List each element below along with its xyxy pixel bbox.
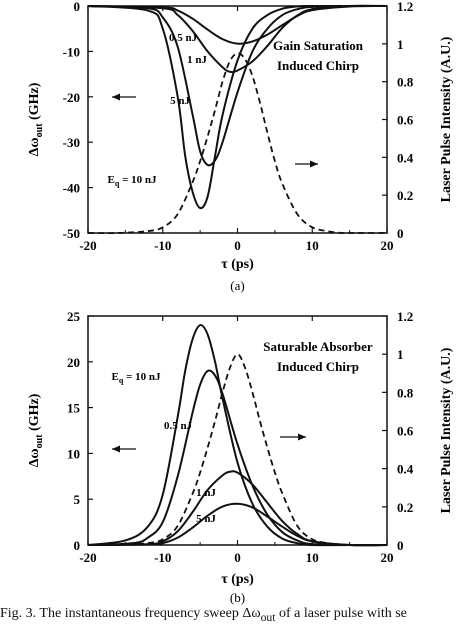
y2-tick-label: 0.2 <box>397 188 413 203</box>
series-label-eq: Eq = 10 nJ <box>112 371 161 385</box>
y-axis-label: Δωout (GHz) <box>27 393 45 467</box>
y-tick-label: 10 <box>67 446 80 461</box>
y2-tick-label: 0.6 <box>397 424 414 439</box>
y2-tick-label: 0 <box>397 538 404 553</box>
chart-panel-a: -20 -10 0 10 200-10-20-30-40-50 00.20.40.60.8… <box>27 0 454 293</box>
panel-label: (b) <box>230 590 245 605</box>
series-label: 5 nJ <box>196 513 216 525</box>
chart-panel-b: -20 -10 0 10 20051015202500.20.40.60.811.20.… <box>27 309 454 605</box>
y-axis-label: Δωout (GHz) <box>27 82 45 156</box>
series-line-1nJ <box>87 4 388 74</box>
annotation-line-2: Induced Chirp <box>277 58 359 73</box>
arrow-left-axis-head <box>112 445 120 453</box>
arrow-left-axis-head <box>112 93 120 101</box>
y2-tick-label: 1.2 <box>397 309 413 324</box>
pulse-intensity-line <box>87 353 387 547</box>
y2-tick-label: 0.2 <box>397 500 413 515</box>
series-line-0_5nJ <box>87 502 388 547</box>
x-tick-label: -10 <box>154 238 171 253</box>
y2-tick-label: 0 <box>397 226 404 241</box>
y2-tick-label: 1 <box>397 347 404 362</box>
series-line-10nJ <box>87 324 387 547</box>
series-label: 0.5 nJ <box>164 420 193 432</box>
y2-tick-label: 1.2 <box>397 0 413 14</box>
x-axis-label: τ (ps) <box>221 257 254 272</box>
y-tick-label: 5 <box>74 492 81 507</box>
y2-axis-label: Laser Pulse Intensity (A.U.) <box>439 36 454 202</box>
x-tick-label: 0 <box>234 238 241 253</box>
annotation-line-1: Gain Saturation <box>273 38 364 53</box>
annotation-line-1: Saturable Absorber <box>263 339 373 354</box>
series-label: 5 nJ <box>170 95 190 107</box>
series-label: 1 nJ <box>187 54 207 66</box>
series-label: 0.5 nJ <box>169 32 198 44</box>
series-label: 1 nJ <box>196 487 216 499</box>
x-tick-label: 0 <box>234 550 241 565</box>
series-line-5nJ <box>87 4 388 167</box>
panel-label: (a) <box>230 278 244 293</box>
y2-tick-label: 1 <box>397 37 404 52</box>
x-tick-label: -10 <box>154 550 171 565</box>
y2-axis-label: Laser Pulse Intensity (A.U.) <box>439 347 454 513</box>
pulse-intensity-line <box>87 52 387 235</box>
y2-tick-label: 0.6 <box>397 113 414 128</box>
x-tick-label: 20 <box>381 238 394 253</box>
x-tick-label: -20 <box>79 238 96 253</box>
y-tick-label: -20 <box>63 90 80 105</box>
y-tick-label: 0 <box>74 0 81 14</box>
x-tick-label: 20 <box>381 550 394 565</box>
series-line-5nJ <box>87 369 388 547</box>
x-axis-label: τ (ps) <box>221 572 254 587</box>
figure-caption: Fig. 3. The instantaneous frequency swee… <box>0 606 407 624</box>
annotation-line-2: Induced Chirp <box>277 359 359 374</box>
series-label-eq: Eq = 10 nJ <box>108 174 157 188</box>
arrow-right-axis-head <box>298 433 306 441</box>
y2-tick-label: 0.8 <box>397 75 414 90</box>
y-tick-label: -10 <box>63 44 80 59</box>
y-tick-label: -50 <box>63 226 80 241</box>
y-tick-label: -30 <box>63 135 80 150</box>
x-tick-label: 10 <box>306 550 319 565</box>
y2-tick-label: 0.4 <box>397 150 414 165</box>
x-tick-label: -20 <box>79 550 96 565</box>
y-tick-label: 0 <box>74 538 81 553</box>
y-tick-label: -40 <box>63 181 80 196</box>
y2-tick-label: 0.8 <box>397 385 414 400</box>
series-line-1nJ <box>87 470 388 547</box>
y-tick-label: 25 <box>67 309 81 324</box>
y-tick-label: 20 <box>67 355 80 370</box>
x-tick-label: 10 <box>306 238 319 253</box>
series-line-10nJ <box>87 4 387 210</box>
y2-tick-label: 0.4 <box>397 462 414 477</box>
arrow-right-axis-head <box>310 160 318 168</box>
y-tick-label: 15 <box>67 401 81 416</box>
